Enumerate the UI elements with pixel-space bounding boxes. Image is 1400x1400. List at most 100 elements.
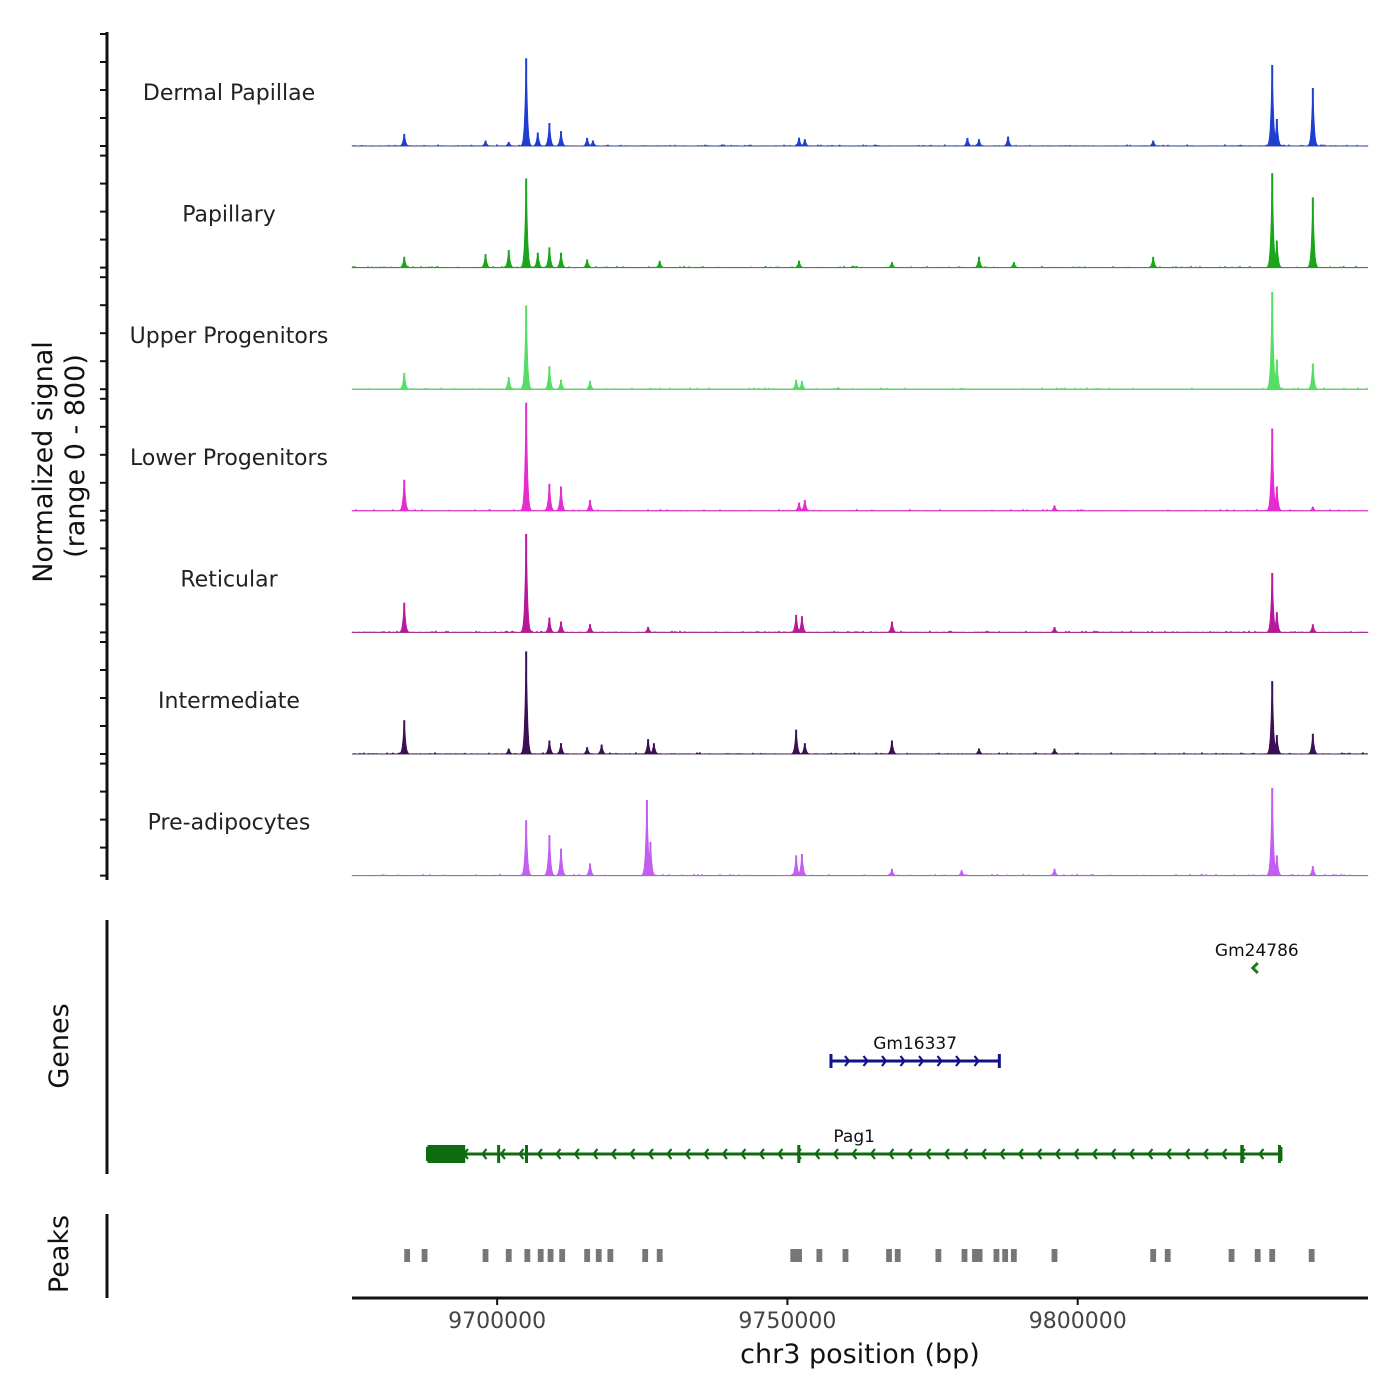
signal-area-papillary <box>351 179 1369 269</box>
strand-chevron <box>555 1148 562 1160</box>
gene-exon <box>1240 1145 1244 1163</box>
peak-region <box>1228 1249 1235 1262</box>
peak-region <box>972 1249 983 1262</box>
strand-chevron <box>1073 1148 1080 1160</box>
gene-label: Gm16337 <box>873 1034 957 1054</box>
track-label-lower-progenitors: Lower Progenitors <box>130 446 328 471</box>
signal-tracks: Dermal Papillae Papillary Upper Progenitor… <box>130 58 1369 877</box>
strand-chevron <box>777 1148 784 1160</box>
peak-region <box>886 1249 892 1262</box>
peak-region <box>1308 1249 1315 1262</box>
strand-chevron <box>666 1148 673 1160</box>
track-papillary: Papillary <box>182 173 1369 269</box>
y-axis-title-line1: Normalized signal <box>28 341 59 583</box>
peak-region <box>559 1249 566 1262</box>
strand-chevron <box>936 1055 943 1067</box>
strand-chevron <box>629 1148 636 1160</box>
gene-gm24786: Gm24786 <box>1215 941 1299 975</box>
strand-chevron <box>980 1148 987 1160</box>
strand-chevron <box>1091 1148 1098 1160</box>
peak-region <box>547 1249 554 1262</box>
strand-chevron <box>814 1148 821 1160</box>
strand-chevron <box>684 1148 691 1160</box>
track-label-pre-adipocytes: Pre-adipocytes <box>148 811 311 836</box>
track-dermal-papillae: Dermal Papillae <box>143 58 1369 147</box>
peak-region <box>1164 1249 1171 1262</box>
signal-area-reticular <box>351 539 1369 633</box>
peak-region <box>642 1249 649 1262</box>
strand-chevron <box>973 1055 980 1067</box>
track-pre-adipocytes: Pre-adipocytes <box>148 787 1369 877</box>
strand-chevron <box>573 1148 580 1160</box>
track-intermediate: Intermediate <box>158 651 1369 755</box>
gene-exon <box>427 1145 466 1163</box>
peak-region <box>584 1249 591 1262</box>
strand-chevron <box>740 1148 747 1160</box>
strand-chevron <box>1221 1148 1228 1160</box>
strand-chevron <box>869 1148 876 1160</box>
strand-chevron <box>962 1148 969 1160</box>
peak-region <box>961 1249 968 1262</box>
strand-chevron <box>1184 1148 1191 1160</box>
strand-chevron <box>481 1148 488 1160</box>
peak-region <box>421 1249 428 1262</box>
strand-chevron <box>1250 961 1259 975</box>
strand-chevron <box>1147 1148 1154 1160</box>
gene-pag1: Pag1 <box>425 1127 1283 1163</box>
peak-region <box>1051 1249 1058 1262</box>
strand-chevron <box>943 1148 950 1160</box>
peak-region <box>894 1249 901 1262</box>
strand-chevron <box>721 1148 728 1160</box>
strand-chevron <box>1036 1148 1043 1160</box>
strand-chevron <box>499 1148 506 1160</box>
strand-chevron <box>1054 1148 1061 1160</box>
track-lower-progenitors: Lower Progenitors <box>130 402 1369 512</box>
strand-chevron <box>1165 1148 1172 1160</box>
signal-area-dermal-papillae <box>351 63 1369 147</box>
strand-chevron <box>1128 1148 1135 1160</box>
peak-region <box>790 1249 802 1262</box>
peak-region <box>1269 1249 1276 1262</box>
peak-region <box>595 1249 602 1262</box>
peak-region <box>1150 1249 1157 1262</box>
strand-chevron <box>592 1148 599 1160</box>
strand-chevron <box>918 1055 925 1067</box>
signal-area-lower-progenitors <box>351 408 1369 512</box>
gene-exon <box>525 1145 529 1163</box>
peak-region <box>816 1249 823 1262</box>
x-tick-label: 9800000 <box>1029 1309 1127 1334</box>
strand-chevron <box>610 1148 617 1160</box>
strand-chevron <box>758 1148 765 1160</box>
track-label-upper-progenitors: Upper Progenitors <box>130 324 329 349</box>
strand-chevron <box>888 1148 895 1160</box>
signal-y-axis <box>100 32 109 880</box>
peak-region <box>482 1249 489 1262</box>
gene-gm16337: Gm16337 <box>829 1034 1001 1068</box>
gene-label: Pag1 <box>833 1127 875 1147</box>
x-tick-label: 9700000 <box>448 1309 546 1334</box>
peak-region <box>524 1249 531 1262</box>
y-axis-title-line2: (range 0 - 800) <box>60 354 91 558</box>
track-label-intermediate: Intermediate <box>158 689 300 714</box>
strand-chevron <box>1202 1148 1209 1160</box>
peak-region <box>935 1249 942 1262</box>
strand-chevron <box>862 1055 869 1067</box>
peak-region <box>1002 1249 1009 1262</box>
strand-chevron <box>518 1148 525 1160</box>
strand-chevron <box>925 1148 932 1160</box>
strand-chevron <box>844 1055 851 1067</box>
strand-chevron <box>1110 1148 1117 1160</box>
gene-exon <box>797 1145 801 1163</box>
signal-area-intermediate <box>352 657 1369 755</box>
peak-region <box>607 1249 614 1262</box>
gene-exon <box>497 1145 501 1163</box>
signal-area-pre-adipocytes <box>351 794 1369 877</box>
signal-area-upper-progenitors <box>351 298 1369 390</box>
x-axis-title: chr3 position (bp) <box>740 1339 980 1370</box>
track-reticular: Reticular <box>180 533 1369 633</box>
peak-region <box>1010 1249 1017 1262</box>
genes-track: Gm24786 Gm16337 Pag1 <box>425 941 1299 1163</box>
strand-chevron <box>881 1055 888 1067</box>
strand-chevron <box>536 1148 543 1160</box>
